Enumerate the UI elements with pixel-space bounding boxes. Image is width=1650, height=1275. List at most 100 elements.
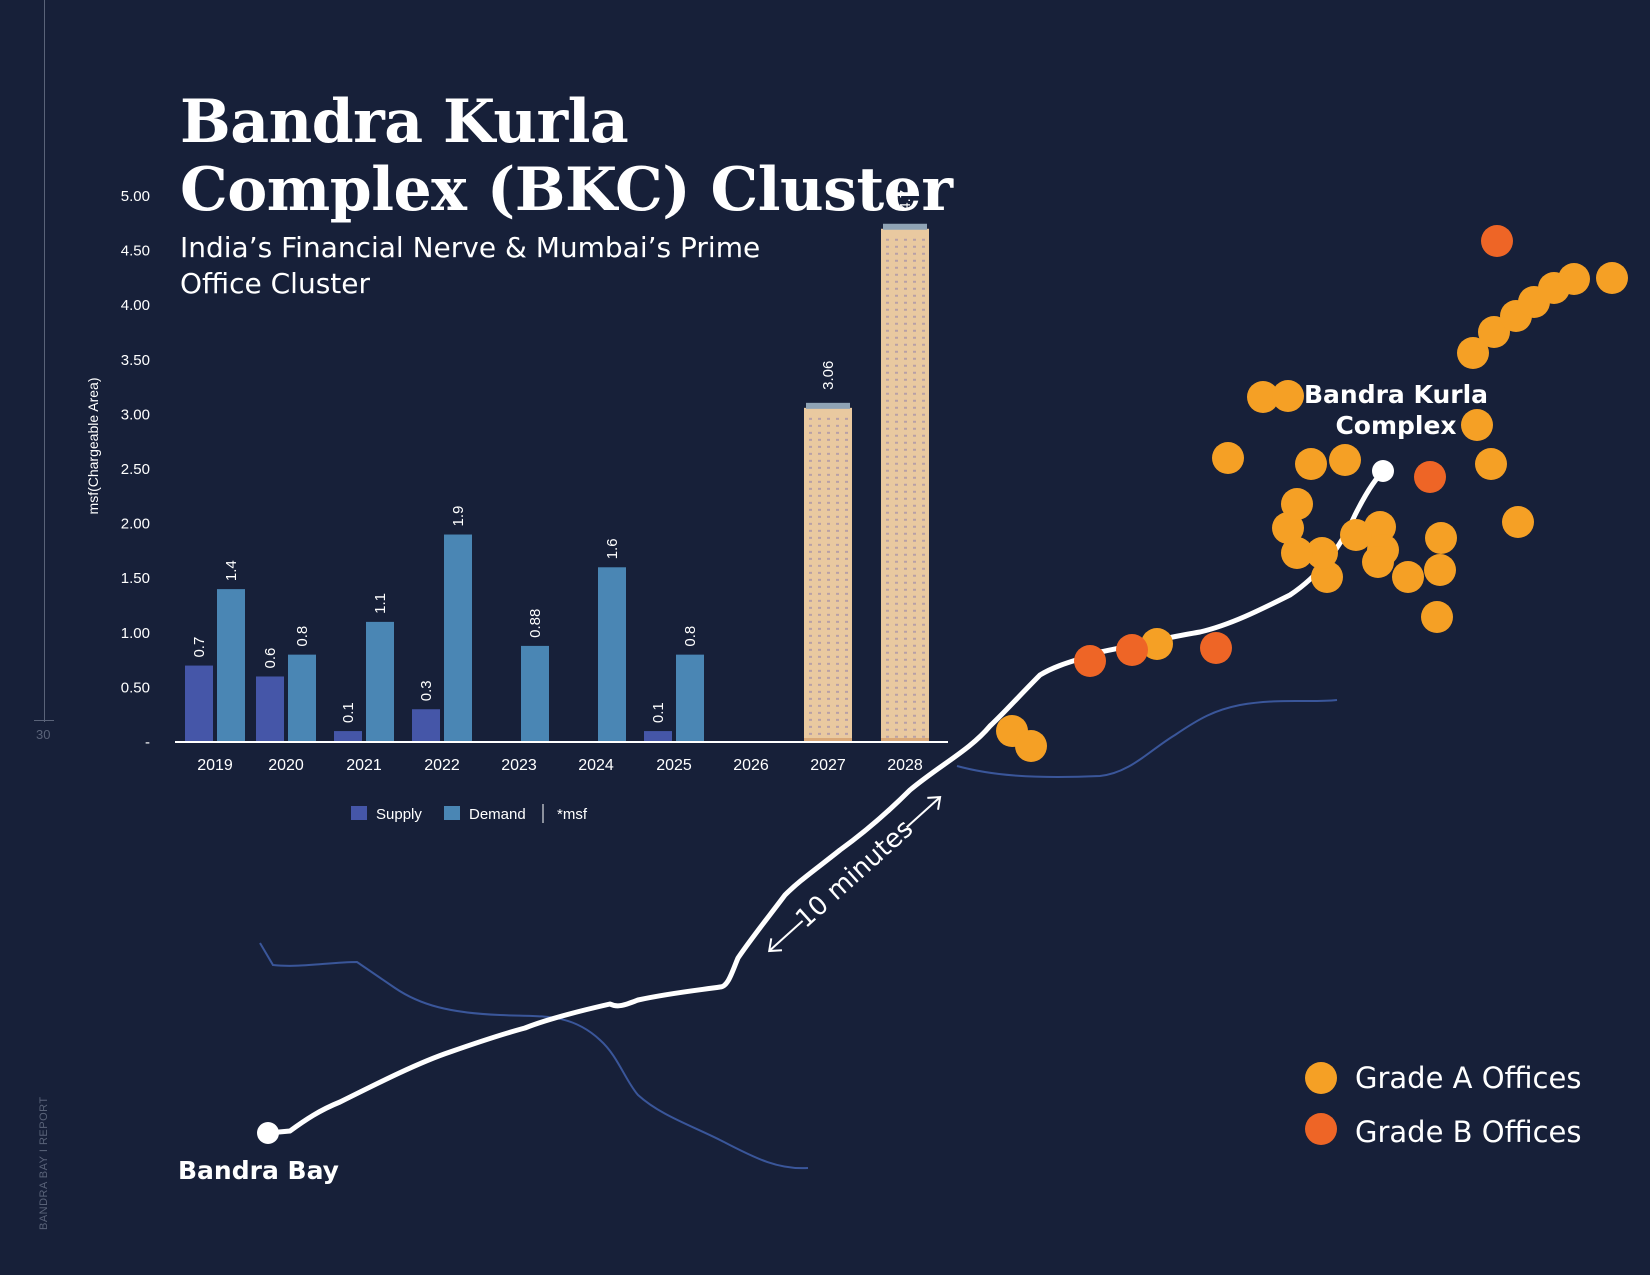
y-tick-label: 4.00 <box>121 297 150 314</box>
building-window <box>895 686 898 689</box>
building-window <box>809 515 812 518</box>
building-window <box>836 648 839 651</box>
building-window <box>895 420 898 423</box>
building-window <box>845 662 848 665</box>
building-window <box>827 529 830 532</box>
building-window <box>895 637 898 640</box>
building-window <box>845 592 848 595</box>
building-window <box>904 448 907 451</box>
bar-value-labels: 0.7 1.4 0.6 0.8 0.1 1.1 0.3 1.9 0.88 1.6 0.1 0.8 3.0… <box>191 190 914 723</box>
building-window <box>809 683 812 686</box>
building-window <box>904 595 907 598</box>
building-window <box>818 536 821 539</box>
building-window <box>827 557 830 560</box>
building-window <box>818 459 821 462</box>
building-window <box>818 606 821 609</box>
building-window <box>904 686 907 689</box>
x-tick-label: 2022 <box>424 757 460 774</box>
building-window <box>904 497 907 500</box>
building-window <box>913 245 916 248</box>
building-window <box>809 662 812 665</box>
building-window <box>922 343 925 346</box>
building-window <box>827 599 830 602</box>
building-window <box>845 606 848 609</box>
building-window <box>913 616 916 619</box>
grade-a-office-marker <box>1596 262 1628 294</box>
building-window <box>904 308 907 311</box>
building-window <box>845 648 848 651</box>
building-window <box>904 609 907 612</box>
grade-a-office-marker <box>1478 316 1510 348</box>
building-window <box>886 651 889 654</box>
creek-line-upper <box>956 699 1338 778</box>
building-window <box>809 522 812 525</box>
supply-bar <box>334 731 362 742</box>
building-window <box>818 683 821 686</box>
building-window <box>809 718 812 721</box>
building-window <box>913 602 916 605</box>
building-window <box>818 627 821 630</box>
building-window <box>913 420 916 423</box>
building-window <box>845 557 848 560</box>
building-window <box>904 273 907 276</box>
building-window <box>904 280 907 283</box>
building-window <box>904 511 907 514</box>
building-window <box>836 599 839 602</box>
building-window <box>827 536 830 539</box>
y-tick-label: 3.50 <box>121 352 150 369</box>
building-window <box>913 469 916 472</box>
building-window <box>827 445 830 448</box>
building-window <box>827 732 830 735</box>
building-window <box>904 616 907 619</box>
building-window <box>895 441 898 444</box>
building-window <box>827 431 830 434</box>
bkc-label-line1: Bandra Kurla <box>1304 380 1488 409</box>
building-window <box>845 529 848 532</box>
building-window <box>904 420 907 423</box>
building-window <box>886 560 889 563</box>
building-window <box>895 567 898 570</box>
building-window <box>904 266 907 269</box>
grade-b-office-marker <box>1074 645 1106 677</box>
building-window <box>913 273 916 276</box>
building-window <box>913 448 916 451</box>
bar-value-label: 1.9 <box>450 506 467 527</box>
building-window <box>922 350 925 353</box>
building-window <box>922 693 925 696</box>
building-window <box>818 704 821 707</box>
building-window <box>886 532 889 535</box>
page-subtitle-line2: Office Cluster <box>180 267 371 300</box>
building-window <box>809 543 812 546</box>
building-window <box>904 518 907 521</box>
building-window <box>895 364 898 367</box>
building-window <box>845 550 848 553</box>
building-window <box>904 259 907 262</box>
building-window <box>809 704 812 707</box>
building-window <box>913 728 916 731</box>
building-window <box>818 550 821 553</box>
page-number-tick <box>34 720 54 721</box>
building-window <box>818 466 821 469</box>
building-window <box>886 364 889 367</box>
building-window <box>818 711 821 714</box>
building-window <box>886 595 889 598</box>
building-window <box>886 735 889 738</box>
building-window <box>895 462 898 465</box>
building-window <box>836 592 839 595</box>
building-window <box>895 399 898 402</box>
building-window <box>904 567 907 570</box>
building-window <box>809 508 812 511</box>
building-window <box>886 490 889 493</box>
building-window <box>922 273 925 276</box>
building-window <box>827 718 830 721</box>
grade-b-office-marker <box>1200 632 1232 664</box>
demand-legend-swatch <box>444 806 460 820</box>
building-window <box>818 557 821 560</box>
building-window <box>922 504 925 507</box>
bar-value-label: 0.88 <box>527 609 544 638</box>
building-window <box>836 529 839 532</box>
building-window <box>886 644 889 647</box>
building-window <box>913 581 916 584</box>
building-window <box>922 588 925 591</box>
building-window <box>827 704 830 707</box>
